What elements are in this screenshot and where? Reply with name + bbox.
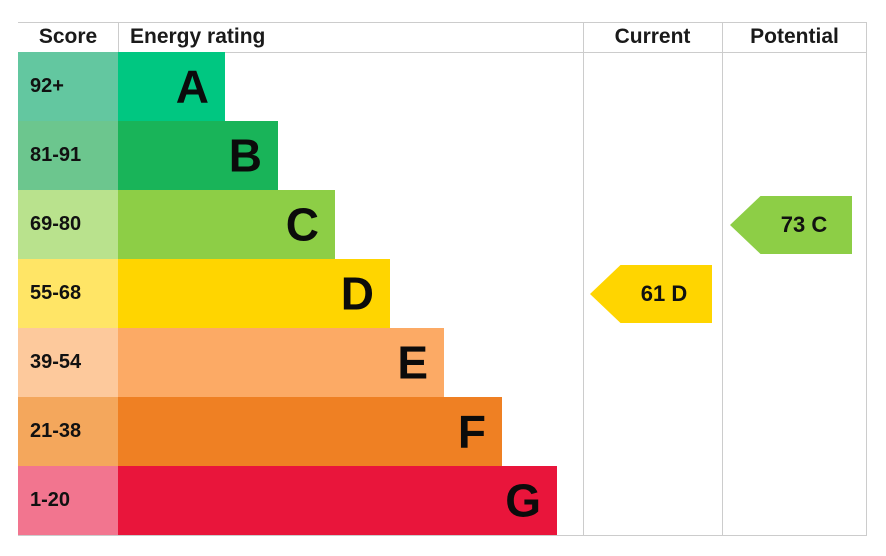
- header-bottom-border: [18, 52, 867, 53]
- rating-letter: B: [228, 129, 262, 182]
- score-cell: 1-20: [18, 466, 118, 535]
- score-cell: 92+: [18, 52, 118, 121]
- rating-bar: F: [118, 397, 502, 466]
- rating-row-c: 69-80 C: [18, 190, 867, 259]
- rating-letter: A: [175, 60, 209, 113]
- rating-letter: E: [397, 336, 428, 389]
- current-column-divider: [583, 23, 584, 535]
- rating-bar: G: [118, 466, 557, 535]
- rating-row-b: 81-91 B: [18, 121, 867, 190]
- table-bottom-border: [18, 535, 867, 536]
- potential-column-divider: [722, 23, 723, 535]
- rating-letter: F: [457, 405, 486, 458]
- table-right-border: [866, 23, 867, 535]
- header-rating-label: Energy rating: [130, 25, 266, 48]
- rating-bar: B: [118, 121, 278, 190]
- header-score-label: Score: [38, 25, 98, 48]
- rating-letter: D: [340, 267, 374, 320]
- score-cell: 39-54: [18, 328, 118, 397]
- score-cell: 69-80: [18, 190, 118, 259]
- rating-row-a: 92+ A: [18, 52, 867, 121]
- potential-arrow-label: 73 C: [780, 212, 828, 237]
- rating-bar: A: [118, 52, 225, 121]
- score-cell: 21-38: [18, 397, 118, 466]
- rating-bar: D: [118, 259, 390, 328]
- rating-letter: G: [505, 474, 541, 527]
- rating-row-d: 55-68 D: [18, 259, 867, 328]
- score-cell: 81-91: [18, 121, 118, 190]
- rating-row-g: 1-20 G: [18, 466, 867, 535]
- rating-row-f: 21-38 F: [18, 397, 867, 466]
- score-column-divider: [118, 23, 119, 52]
- current-arrow-label: 61 D: [640, 281, 688, 306]
- header-potential-label: Potential: [750, 25, 839, 48]
- rating-bar: E: [118, 328, 444, 397]
- score-cell: 55-68: [18, 259, 118, 328]
- rating-rows: 92+ A 81-91 B 69-80 C 55-68 D 39-54 E 21…: [18, 52, 867, 535]
- header-row: Score Energy rating Current Potential: [18, 22, 867, 52]
- table-top-border: [18, 22, 867, 23]
- rating-letter: C: [285, 198, 319, 251]
- rating-bar: C: [118, 190, 335, 259]
- header-current-label: Current: [614, 25, 691, 48]
- rating-row-e: 39-54 E: [18, 328, 867, 397]
